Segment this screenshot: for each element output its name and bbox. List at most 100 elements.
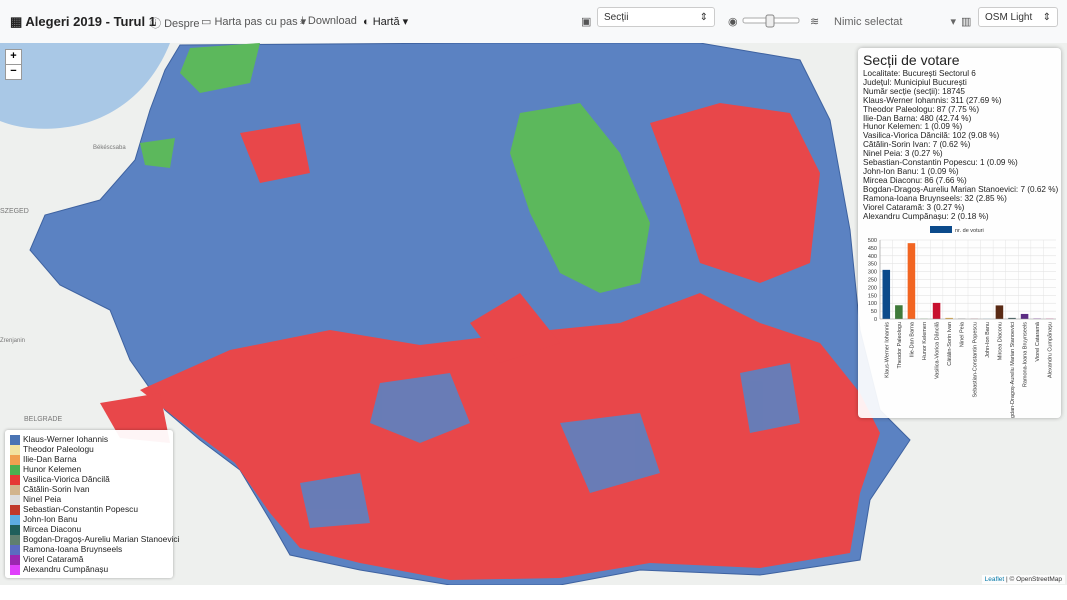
y-tick-label: 150 xyxy=(868,293,877,299)
x-tick-label: Alexandru Cumpănașu xyxy=(1048,322,1054,378)
brand[interactable]: ▦ Alegeri 2019 - Turul 1 xyxy=(10,14,156,29)
legend-item: Theodor Paleologu xyxy=(10,444,94,455)
legend-item: Ninel Peia xyxy=(10,494,61,505)
legend-swatch xyxy=(10,554,20,565)
info-line: Sebastian-Constantin Popescu: 1 (0.09 %) xyxy=(863,158,1018,168)
layer-select-text: Nimic selectat xyxy=(834,16,903,28)
step-map-link[interactable]: ▭ Harta pas cu pas ▾ xyxy=(201,16,307,28)
level-select[interactable]: Secții ⇕ xyxy=(597,7,715,27)
y-tick-label: 250 xyxy=(868,278,877,284)
legend-item: Alexandru Cumpănașu xyxy=(10,564,109,575)
about-link[interactable]: ⓘ Despre xyxy=(150,18,200,30)
info-line: Ilie-Dan Barna: 480 (42.74 %) xyxy=(863,113,972,123)
west-patch xyxy=(240,123,310,183)
legend-swatch xyxy=(930,226,952,233)
blue-patch xyxy=(300,473,370,528)
place-label: Zrenjanin xyxy=(0,338,25,344)
about-text: Despre xyxy=(164,18,200,30)
legend-text: Alexandru Cumpănașu xyxy=(23,564,109,574)
map-mode-link[interactable]: ◐ Hartă ▾ xyxy=(363,16,409,28)
legend-swatch xyxy=(10,484,20,495)
chart-icon: ▣ xyxy=(581,16,592,28)
legend-swatch xyxy=(10,454,20,465)
nw-green xyxy=(180,43,260,93)
legend-swatch xyxy=(10,514,20,525)
blue-patch xyxy=(740,363,800,433)
legend-swatch xyxy=(10,464,20,475)
info-line: Ramona-Ioana Bruynseels: 32 (2.85 %) xyxy=(863,193,1007,203)
zoom-out[interactable]: − xyxy=(5,64,22,80)
place-label: BELGRADE xyxy=(24,416,62,423)
legend-text: nr. de voturi xyxy=(955,228,984,234)
legend-item: Bogdan-Dragoș-Aureliu Marian Stanoevici xyxy=(10,534,179,545)
panel-title: Secții de votare xyxy=(863,52,960,68)
slider-thumb[interactable] xyxy=(765,14,775,28)
tiles-select-text: OSM Light xyxy=(985,12,1033,23)
legend-text: Sebastian-Constantin Popescu xyxy=(23,504,138,514)
legend-swatch xyxy=(10,474,20,485)
x-tick-label: Mircea Diaconu xyxy=(997,322,1003,360)
bar xyxy=(1008,317,1016,319)
y-tick-label: 400 xyxy=(868,254,877,260)
opacity-slider[interactable] xyxy=(742,14,800,28)
blue-patch xyxy=(560,413,660,493)
legend-swatch xyxy=(10,524,20,535)
info-line: John-Ion Banu: 1 (0.09 %) xyxy=(863,166,959,176)
legend-swatch xyxy=(10,564,20,575)
legend-swatch xyxy=(10,534,20,545)
info-line: Theodor Paleologu: 87 (7.75 %) xyxy=(863,104,980,114)
legend-item: Hunor Kelemen xyxy=(10,464,81,475)
info-line: Viorel Cataramă: 3 (0.27 %) xyxy=(863,202,965,212)
bar xyxy=(945,317,953,319)
legend-text: Cătălin-Sorin Ivan xyxy=(23,484,90,494)
legend-text: Klaus-Werner Iohannis xyxy=(23,434,109,444)
szekely-region xyxy=(510,103,650,293)
x-tick-label: Vasilica-Viorica Dăncilă xyxy=(935,321,941,379)
x-tick-label: Viorel Cataramă xyxy=(1035,321,1041,362)
x-tick-label: Ramona-Ioana Bruynseels xyxy=(1023,322,1029,387)
legend-item: Vasilica-Viorica Dăncilă xyxy=(10,474,110,485)
center-patch xyxy=(470,293,560,363)
y-tick-label: 50 xyxy=(871,309,877,315)
layer-select[interactable]: Nimic selectat ▾ xyxy=(834,16,956,28)
download-text: Download xyxy=(307,15,357,27)
x-tick-label: Theodor Paleologu xyxy=(897,322,903,368)
bar xyxy=(895,305,903,319)
navbar: ▦ Alegeri 2019 - Turul 1 ⓘ Despre ▭ Hart… xyxy=(0,0,1067,44)
info-line: Județul: Municipiul București xyxy=(863,77,967,87)
tiles-select[interactable]: OSM Light ⇕ xyxy=(978,7,1058,27)
y-tick-label: 100 xyxy=(868,301,877,307)
x-tick-label: Sebastian-Constantin Popescu xyxy=(972,322,978,398)
x-tick-label: Klaus-Werner Iohannis xyxy=(884,322,890,378)
green-regions xyxy=(140,43,650,293)
place-label: Békéscsaba xyxy=(93,145,126,151)
info-line: Localitate: București Sectorul 6 xyxy=(863,69,976,78)
legend-text: Vasilica-Viorica Dăncilă xyxy=(23,474,110,484)
water xyxy=(0,43,170,129)
map-mode-text: Hartă xyxy=(372,16,400,28)
info-line: Klaus-Werner Iohannis: 311 (27.69 %) xyxy=(863,95,1002,105)
legend-swatch xyxy=(10,444,20,455)
bar xyxy=(882,269,891,319)
info-line: Vasilica-Viorica Dăncilă: 102 (9.08 %) xyxy=(863,131,1000,141)
place-label: SZEGED xyxy=(0,208,29,215)
step-map-text: Harta pas cu pas xyxy=(214,16,298,28)
legend-swatch xyxy=(10,504,20,515)
download-link[interactable]: ⤓ Download xyxy=(300,15,357,27)
info-line: Ninel Peia: 3 (0.27 %) xyxy=(863,149,943,159)
legend-text: Viorel Cataramă xyxy=(23,554,84,564)
zoom-in[interactable]: + xyxy=(5,49,22,65)
info-line: Hunor Kelemen: 1 (0.09 %) xyxy=(863,122,963,132)
info-line: Cătălin-Sorin Ivan: 7 (0.62 %) xyxy=(863,140,971,150)
legend-item: Klaus-Werner Iohannis xyxy=(10,434,109,445)
attribution-leaflet[interactable]: Leaflet xyxy=(984,576,1005,583)
legend-swatch xyxy=(10,434,20,445)
bar xyxy=(907,243,916,319)
info-line: Număr secție (secții): 18745 xyxy=(863,86,965,96)
legend-item: Ramona-Ioana Bruynseels xyxy=(10,544,122,555)
legend-item: Mircea Diaconu xyxy=(10,524,81,535)
x-tick-label: Hunor Kelemen xyxy=(922,322,928,360)
y-tick-label: 450 xyxy=(868,246,877,252)
legend-item: John-Ion Banu xyxy=(10,514,77,525)
